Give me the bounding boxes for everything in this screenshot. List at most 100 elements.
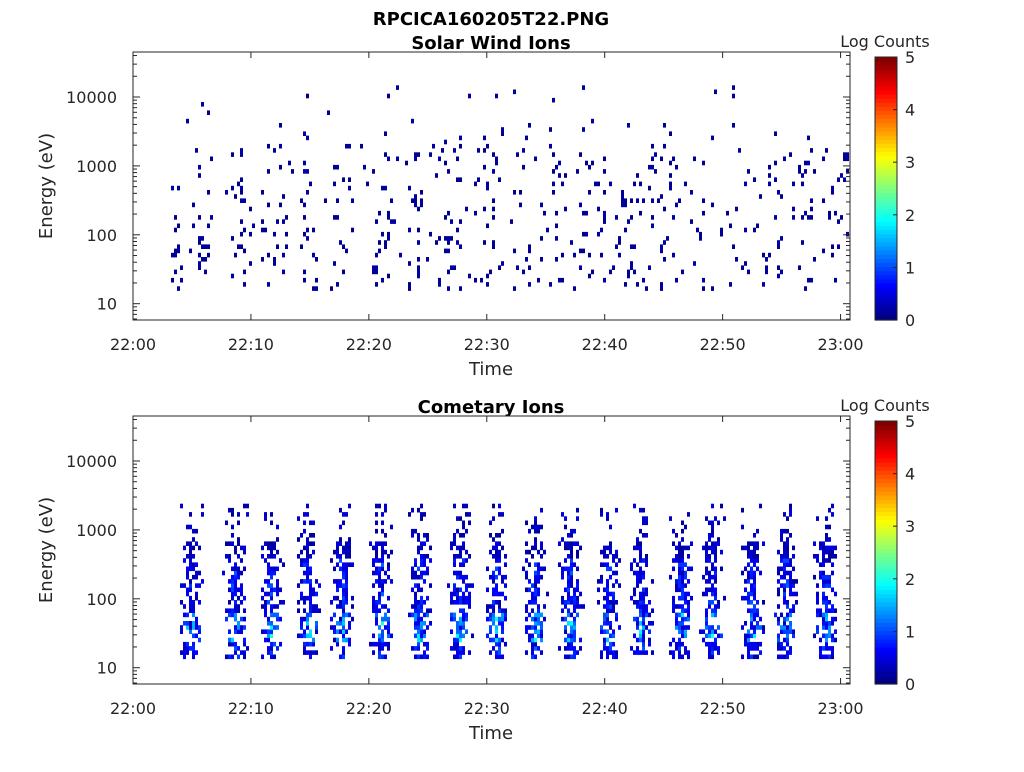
heatmap-cell bbox=[534, 520, 537, 526]
heatmap-cell bbox=[429, 558, 432, 563]
colorbar-segment bbox=[875, 110, 897, 116]
heatmap-cell bbox=[318, 608, 321, 613]
heatmap-cell bbox=[786, 604, 789, 609]
heatmap-cell bbox=[330, 646, 333, 651]
heatmap-cell bbox=[636, 198, 639, 203]
heatmap-cell bbox=[420, 198, 423, 203]
heatmap-cell bbox=[267, 169, 270, 174]
heatmap-cell bbox=[339, 541, 342, 546]
heatmap-cell bbox=[486, 633, 489, 639]
heatmap-cell bbox=[540, 629, 543, 634]
heatmap-cell bbox=[375, 219, 378, 224]
heatmap-cell bbox=[828, 574, 831, 580]
heatmap-cell bbox=[189, 579, 192, 584]
colorbar-segment bbox=[875, 421, 897, 426]
heatmap-cell bbox=[603, 646, 606, 651]
heatmap-cell bbox=[753, 570, 756, 576]
heatmap-cell bbox=[762, 541, 765, 546]
heatmap-cell bbox=[237, 574, 240, 580]
heatmap-cell bbox=[405, 160, 408, 166]
colorbar-tick-label: 2 bbox=[905, 570, 915, 589]
heatmap-cell bbox=[618, 558, 621, 563]
heatmap-cell bbox=[537, 591, 540, 597]
colorbar-segment bbox=[875, 655, 897, 660]
heatmap-cell bbox=[381, 579, 384, 584]
heatmap-cell bbox=[303, 616, 306, 622]
heatmap-cell bbox=[462, 621, 465, 626]
heatmap-cell bbox=[711, 625, 714, 630]
heatmap-cell bbox=[561, 570, 564, 576]
heatmap-cell bbox=[747, 554, 750, 559]
colorbar-segment bbox=[875, 490, 897, 496]
heatmap-cell bbox=[705, 579, 708, 584]
heatmap-cell bbox=[750, 600, 753, 605]
heatmap-cell bbox=[831, 650, 834, 655]
heatmap-cell bbox=[381, 641, 384, 647]
heatmap-cell bbox=[498, 650, 501, 655]
heatmap-cell bbox=[567, 541, 570, 546]
colorbar-segment bbox=[875, 106, 897, 111]
heatmap-cell bbox=[303, 562, 306, 567]
heatmap-cell bbox=[381, 604, 384, 609]
heatmap-cell bbox=[186, 621, 189, 626]
heatmap-cell bbox=[798, 265, 801, 270]
heatmap-cell bbox=[570, 533, 573, 538]
heatmap-cell bbox=[555, 236, 558, 241]
heatmap-cell bbox=[642, 277, 645, 283]
heatmap-cell bbox=[267, 545, 270, 551]
heatmap-cell bbox=[822, 625, 825, 630]
heatmap-cell bbox=[342, 512, 345, 517]
heatmap-cell bbox=[600, 512, 603, 517]
heatmap-cell bbox=[201, 257, 204, 262]
heatmap-cell bbox=[747, 641, 750, 647]
heatmap-cell bbox=[747, 269, 750, 275]
heatmap-cell bbox=[267, 282, 270, 287]
heatmap-cell bbox=[819, 545, 822, 551]
heatmap-cell bbox=[489, 637, 492, 643]
heatmap-cell bbox=[384, 579, 387, 584]
colorbar-segment bbox=[875, 564, 897, 570]
heatmap-cell bbox=[684, 646, 687, 651]
heatmap-cell bbox=[777, 566, 780, 572]
heatmap-cell bbox=[453, 503, 456, 509]
heatmap-cell bbox=[708, 629, 711, 634]
heatmap-cell bbox=[339, 554, 342, 559]
heatmap-cell bbox=[642, 612, 645, 618]
heatmap-cell bbox=[189, 524, 192, 530]
heatmap-cell bbox=[312, 608, 315, 613]
heatmap-cell bbox=[303, 629, 306, 634]
heatmap-cell bbox=[432, 143, 435, 149]
heatmap-cell bbox=[336, 621, 339, 626]
heatmap-cell bbox=[339, 629, 342, 634]
heatmap-cell bbox=[813, 554, 816, 559]
heatmap-cell bbox=[525, 587, 528, 593]
heatmap-cell bbox=[447, 210, 450, 216]
heatmap-cell bbox=[702, 637, 705, 643]
heatmap-cell bbox=[741, 524, 744, 530]
heatmap-cell bbox=[846, 169, 849, 174]
heatmap-cell bbox=[333, 595, 336, 601]
heatmap-cell bbox=[837, 177, 840, 182]
heatmap-cell bbox=[498, 604, 501, 609]
heatmap-cell bbox=[240, 650, 243, 655]
heatmap-cell bbox=[567, 637, 570, 643]
heatmap-cell bbox=[843, 152, 846, 157]
heatmap-cell bbox=[237, 625, 240, 630]
heatmap-cell bbox=[750, 583, 753, 588]
heatmap-cell bbox=[384, 185, 387, 191]
heatmap-cell bbox=[183, 558, 186, 563]
heatmap-cell bbox=[699, 231, 702, 237]
heatmap-cell bbox=[273, 148, 276, 153]
heatmap-cell bbox=[660, 156, 663, 162]
heatmap-cell bbox=[714, 516, 717, 521]
heatmap-cell bbox=[786, 583, 789, 588]
heatmap-cell bbox=[198, 583, 201, 588]
heatmap-cell bbox=[633, 558, 636, 563]
heatmap-cell bbox=[642, 198, 645, 203]
heatmap-cell bbox=[714, 541, 717, 546]
heatmap-cell bbox=[756, 223, 759, 229]
heatmap-cell bbox=[498, 554, 501, 559]
heatmap-cell bbox=[453, 616, 456, 622]
heatmap-cell bbox=[651, 608, 654, 613]
